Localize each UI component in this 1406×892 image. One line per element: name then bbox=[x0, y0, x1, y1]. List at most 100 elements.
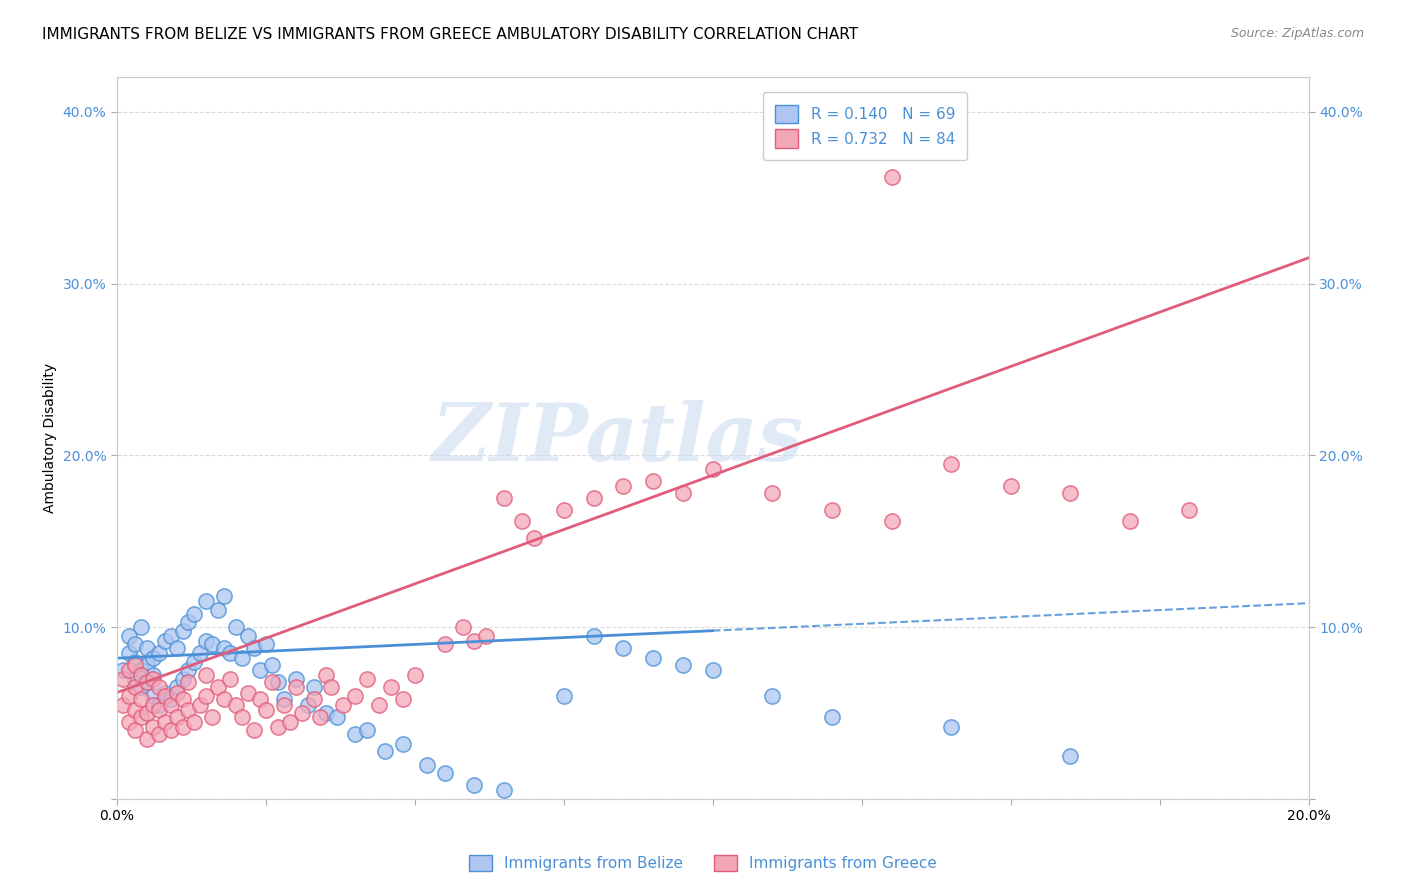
Point bbox=[142, 689, 165, 703]
Point bbox=[201, 709, 224, 723]
Point bbox=[195, 668, 218, 682]
Point bbox=[273, 698, 295, 712]
Point bbox=[433, 637, 456, 651]
Point bbox=[148, 646, 170, 660]
Point bbox=[278, 714, 301, 729]
Point bbox=[190, 646, 212, 660]
Point bbox=[821, 709, 844, 723]
Point bbox=[260, 675, 283, 690]
Point bbox=[344, 727, 367, 741]
Point bbox=[510, 514, 533, 528]
Point bbox=[356, 672, 378, 686]
Point bbox=[159, 698, 181, 712]
Point bbox=[183, 714, 205, 729]
Point bbox=[124, 637, 146, 651]
Point bbox=[416, 757, 439, 772]
Point bbox=[124, 672, 146, 686]
Point bbox=[1178, 503, 1201, 517]
Point bbox=[129, 663, 152, 677]
Point bbox=[643, 651, 665, 665]
Point bbox=[172, 672, 194, 686]
Point bbox=[118, 714, 141, 729]
Point bbox=[273, 692, 295, 706]
Point bbox=[172, 720, 194, 734]
Point bbox=[135, 658, 157, 673]
Point bbox=[159, 723, 181, 738]
Point bbox=[142, 672, 165, 686]
Point bbox=[148, 727, 170, 741]
Point bbox=[672, 486, 695, 500]
Point bbox=[207, 681, 229, 695]
Point bbox=[1000, 479, 1022, 493]
Point bbox=[135, 706, 157, 721]
Text: Source: ZipAtlas.com: Source: ZipAtlas.com bbox=[1230, 27, 1364, 40]
Point bbox=[212, 640, 235, 655]
Point bbox=[332, 698, 354, 712]
Point bbox=[118, 689, 141, 703]
Point bbox=[463, 778, 485, 792]
Point bbox=[260, 658, 283, 673]
Point bbox=[177, 675, 200, 690]
Point bbox=[582, 491, 605, 506]
Point bbox=[433, 766, 456, 780]
Point bbox=[291, 706, 314, 721]
Point bbox=[451, 620, 474, 634]
Point bbox=[392, 692, 415, 706]
Point bbox=[939, 457, 962, 471]
Point bbox=[225, 620, 247, 634]
Legend: R = 0.140   N = 69, R = 0.732   N = 84: R = 0.140 N = 69, R = 0.732 N = 84 bbox=[763, 92, 967, 161]
Point bbox=[166, 685, 188, 699]
Point bbox=[183, 655, 205, 669]
Y-axis label: Ambulatory Disability: Ambulatory Disability bbox=[44, 363, 58, 513]
Point bbox=[284, 672, 307, 686]
Point bbox=[166, 709, 188, 723]
Point bbox=[672, 658, 695, 673]
Point bbox=[124, 658, 146, 673]
Point bbox=[243, 640, 266, 655]
Point bbox=[142, 698, 165, 712]
Point bbox=[249, 692, 271, 706]
Point bbox=[177, 663, 200, 677]
Point bbox=[404, 668, 426, 682]
Text: IMMIGRANTS FROM BELIZE VS IMMIGRANTS FROM GREECE AMBULATORY DISABILITY CORRELATI: IMMIGRANTS FROM BELIZE VS IMMIGRANTS FRO… bbox=[42, 27, 858, 42]
Legend: Immigrants from Belize, Immigrants from Greece: Immigrants from Belize, Immigrants from … bbox=[463, 849, 943, 877]
Point bbox=[195, 594, 218, 608]
Point bbox=[1059, 486, 1081, 500]
Point bbox=[118, 629, 141, 643]
Point bbox=[135, 640, 157, 655]
Point bbox=[135, 675, 157, 690]
Point bbox=[153, 714, 176, 729]
Point bbox=[118, 663, 141, 677]
Point bbox=[219, 646, 242, 660]
Point bbox=[177, 703, 200, 717]
Point bbox=[124, 655, 146, 669]
Point bbox=[761, 689, 783, 703]
Text: ZIPatlas: ZIPatlas bbox=[432, 400, 803, 477]
Point bbox=[368, 698, 391, 712]
Point bbox=[212, 692, 235, 706]
Point bbox=[129, 620, 152, 634]
Point bbox=[231, 651, 253, 665]
Point bbox=[254, 637, 277, 651]
Point bbox=[326, 709, 349, 723]
Point bbox=[148, 698, 170, 712]
Point bbox=[111, 672, 134, 686]
Point bbox=[267, 675, 290, 690]
Point bbox=[195, 689, 218, 703]
Point bbox=[212, 590, 235, 604]
Point bbox=[880, 514, 903, 528]
Point bbox=[267, 720, 290, 734]
Point bbox=[129, 668, 152, 682]
Point bbox=[172, 692, 194, 706]
Point bbox=[153, 634, 176, 648]
Point bbox=[190, 698, 212, 712]
Point bbox=[124, 723, 146, 738]
Point bbox=[124, 681, 146, 695]
Point bbox=[219, 672, 242, 686]
Point bbox=[231, 709, 253, 723]
Point bbox=[356, 723, 378, 738]
Point bbox=[1059, 749, 1081, 764]
Point bbox=[129, 709, 152, 723]
Point bbox=[159, 629, 181, 643]
Point bbox=[302, 681, 325, 695]
